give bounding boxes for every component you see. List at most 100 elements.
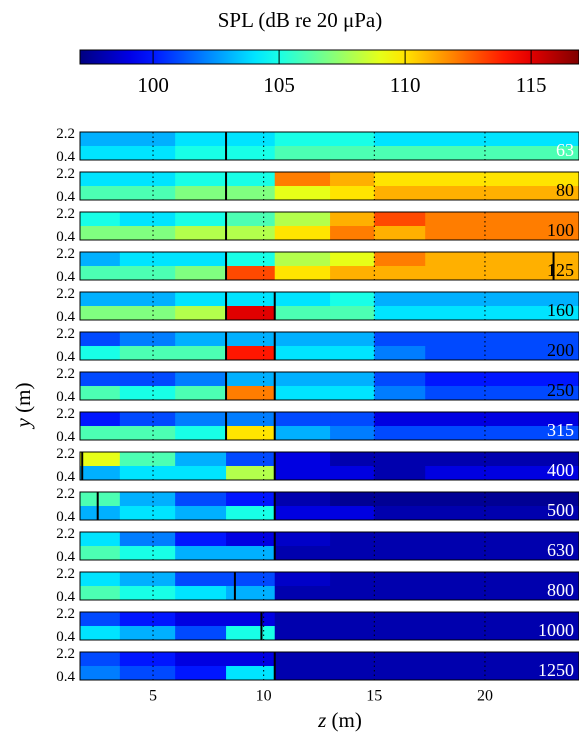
heatmap-cell [374,252,426,267]
heatmap-cell [175,292,227,307]
heatmap-cell [80,626,121,641]
heatmap-cell [274,532,331,547]
heatmap-cell [374,652,426,667]
heatmap-cell [425,586,579,601]
strip-frame [79,131,579,161]
heatmap-cell [330,346,375,361]
heatmap-cell [425,252,579,267]
heatmap-cell [80,306,121,321]
heatmap-cell [175,226,227,241]
y-tick-label: 0.4 [56,669,75,685]
x-tick-label: 15 [366,688,382,705]
heatmap-cell [374,466,426,481]
heatmap-strip: 0.4 2.2 630 [56,526,579,565]
y-tick-label: 2.2 [56,206,75,222]
heatmap-cell [374,306,426,321]
heatmap-cell [175,132,227,147]
heatmap-cell [330,666,375,681]
heatmap-cell [274,586,331,601]
heatmap-cell [80,652,121,667]
heatmap-cell [274,572,331,587]
heatmap-cell [80,506,121,521]
heatmap-cell [226,452,276,467]
heatmap-cell [119,266,176,281]
heatmap-cell [226,346,276,361]
heatmap-cell [374,186,426,201]
heatmap-cell [274,412,331,427]
heatmap-cell [226,132,276,147]
heatmap-cell [330,572,375,587]
y-tick-label: 2.2 [56,446,75,462]
band-label: 200 [547,340,574,360]
heatmap-cell [330,132,375,147]
y-tick-label: 2.2 [56,286,75,302]
strip-frame [79,251,579,281]
strip-frame [79,211,579,241]
heatmap-cell [80,372,121,387]
y-tick-label: 0.4 [56,549,75,565]
band-label: 400 [547,460,574,480]
strip-frame [79,411,579,441]
heatmap-cell [330,426,375,441]
heatmap-cell [119,292,176,307]
y-tick-label: 0.4 [56,349,75,365]
heatmap-cell [330,172,375,187]
heatmap-cell [119,572,176,587]
heatmap-cell [226,172,276,187]
heatmap-cell [330,612,375,627]
y-tick-label: 2.2 [56,326,75,342]
heatmap-cell [175,306,227,321]
heatmap-cell [330,146,375,161]
colorbar-tick-label: 115 [516,73,547,97]
band-label: 1000 [538,620,574,640]
heatmap-cell [226,626,276,641]
heatmap-cell [119,466,176,481]
heatmap-cell [119,346,176,361]
heatmap-cell [119,372,176,387]
heatmap-cell [119,492,176,507]
heatmap-strip: 0.4 2.2 315 [56,406,579,445]
heatmap-cell [274,466,331,481]
y-tick-label: 2.2 [56,606,75,622]
heatmap-strip: 0.4 2.2 1250 [56,646,579,685]
band-label: 1250 [538,660,574,680]
y-axis-label: y (m) [11,383,35,430]
colorbar [79,49,579,65]
heatmap-cell [226,492,276,507]
heatmap-cell [374,426,426,441]
strip-frame [79,171,579,201]
heatmap-cell [119,626,176,641]
y-tick-label: 2.2 [56,246,75,262]
heatmap-cell [80,186,121,201]
heatmap-cell [175,626,227,641]
heatmap-cell [425,186,579,201]
heatmap-cell [119,546,176,561]
heatmap-cell [80,386,121,401]
heatmap-cell [274,452,331,467]
heatmap-cell [226,506,276,521]
heatmap-cell [175,492,227,507]
y-tick-label: 0.4 [56,149,75,165]
y-tick-label: 2.2 [56,646,75,662]
heatmap-cell [425,172,579,187]
heatmap-cell [330,626,375,641]
heatmap-cell [425,426,579,441]
heatmap-cell [80,612,121,627]
heatmap-cell [330,506,375,521]
heatmap-cell [274,612,331,627]
heatmap-cell [274,226,331,241]
heatmap-cell [175,426,227,441]
heatmap-cell [374,266,426,281]
heatmap-cell [119,452,176,467]
band-label: 500 [547,500,574,520]
heatmap-cell [80,292,121,307]
heatmap-cell [175,372,227,387]
heatmap-cell [425,666,579,681]
heatmap-cell [330,466,375,481]
y-tick-label: 2.2 [56,566,75,582]
heatmap-cell [119,252,176,267]
heatmap-cell [119,506,176,521]
band-label: 100 [547,220,574,240]
heatmap-cell [80,346,121,361]
heatmap-cell [119,172,176,187]
